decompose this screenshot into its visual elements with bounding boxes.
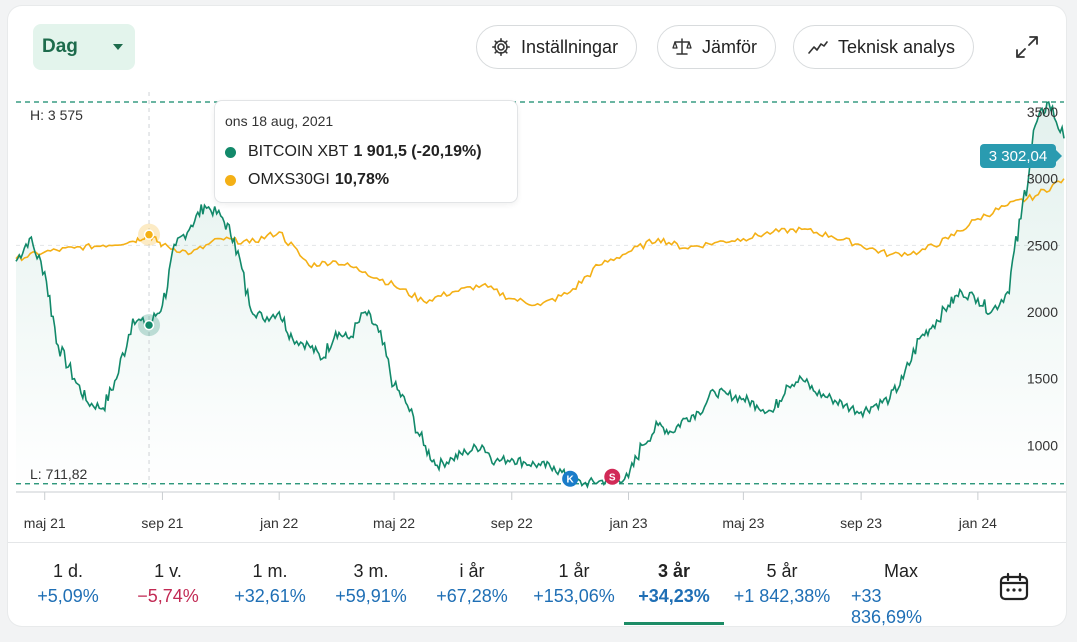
last-price-badge: 3 302,04 xyxy=(980,144,1062,168)
gear-icon xyxy=(492,38,510,56)
chevron-down-icon xyxy=(113,44,123,50)
period-change: +67,28% xyxy=(436,586,508,606)
period-label: 1 v. xyxy=(154,561,182,581)
tooltip-omxs30gi-name: OMXS30GI xyxy=(248,171,330,188)
calendar-icon[interactable] xyxy=(998,571,1030,603)
period-5y[interactable]: 5 år +1 842,38% xyxy=(732,543,832,625)
settings-button[interactable]: Inställningar xyxy=(476,25,638,69)
period-change: +32,61% xyxy=(234,586,306,606)
period-label: 3 år xyxy=(657,561,691,581)
tooltip-date: ons 18 aug, 2021 xyxy=(225,113,334,129)
y-tick-label: 2000 xyxy=(1027,304,1058,320)
x-axis: maj 21 sep 21 jan 22 maj 22 sep 22 jan 23 maj … xyxy=(24,492,997,531)
x-tick-label: sep 21 xyxy=(141,515,183,531)
legend-dot-omxs30gi xyxy=(225,174,236,186)
compare-button[interactable]: Jämför xyxy=(657,25,777,69)
period-label: 1 år xyxy=(558,561,590,581)
period-selector: 1 d. +5,09% 1 v. −5,74% 1 m. +32,61% 3 m… xyxy=(8,542,1066,626)
scale-icon xyxy=(672,38,692,55)
interval-dropdown-label: Dag xyxy=(42,36,78,57)
x-tick-label: jan 24 xyxy=(958,515,997,531)
series-line-omxs30gi xyxy=(15,178,1065,307)
marker-s[interactable]: S xyxy=(604,468,621,485)
y-tick-label: 3000 xyxy=(1027,171,1058,187)
compare-label: Jämför xyxy=(702,36,758,57)
period-1d[interactable]: 1 d. +5,09% xyxy=(18,543,118,625)
technical-analysis-label: Teknisk analys xyxy=(838,36,956,57)
period-change: +1 842,38% xyxy=(733,586,831,606)
tooltip-omxs30gi-value: 10,78% xyxy=(334,171,390,188)
bitcoin-area xyxy=(16,102,1064,492)
period-change: +59,91% xyxy=(335,586,407,606)
period-label: i år xyxy=(459,561,485,581)
period-change: +153,06% xyxy=(533,586,615,606)
period-3m[interactable]: 3 m. +59,91% xyxy=(321,543,421,625)
y-axis: 1000 1500 2000 2500 3000 3500 xyxy=(1027,104,1058,453)
chart-card: Dag Inställningar Jämför Teknisk analys xyxy=(8,6,1066,626)
period-change: +5,09% xyxy=(37,586,99,606)
x-tick-label: maj 21 xyxy=(24,515,66,531)
period-change: +34,23% xyxy=(638,586,710,606)
technical-analysis-button[interactable]: Teknisk analys xyxy=(793,25,975,69)
legend-dot-bitcoin xyxy=(225,146,236,158)
low-label: L: 711,82 xyxy=(30,466,88,482)
y-tick-label: 1000 xyxy=(1027,437,1058,453)
x-tick-label: jan 22 xyxy=(259,515,298,531)
price-chart[interactable]: H: 3 575 L: 711,82 1000 1500 2000 2500 3000 3… xyxy=(8,6,1066,542)
period-change: +33 836,69% xyxy=(851,586,923,626)
hover-points xyxy=(138,223,161,337)
y-tick-label: 1500 xyxy=(1027,371,1058,387)
interval-dropdown[interactable]: Dag xyxy=(33,24,135,70)
x-tick-label: maj 22 xyxy=(373,515,415,531)
period-label: 1 m. xyxy=(252,561,288,581)
period-label: Max xyxy=(883,561,918,581)
y-tick-label: 3500 xyxy=(1027,104,1058,120)
x-tick-label: sep 23 xyxy=(840,515,882,531)
tooltip-bitcoin-name: BITCOIN XBT xyxy=(248,143,349,160)
tooltip-row-bitcoin: BITCOIN XBT 1 901,5 (-20,19%) xyxy=(225,138,517,166)
period-max[interactable]: Max +33 836,69% xyxy=(851,543,951,626)
x-tick-label: maj 23 xyxy=(722,515,764,531)
period-3y[interactable]: 3 år +34,23% xyxy=(624,543,724,625)
y-tick-label: 2500 xyxy=(1027,237,1058,253)
expand-icon[interactable] xyxy=(1014,34,1040,60)
settings-label: Inställningar xyxy=(521,36,619,57)
series-line-bitcoin xyxy=(15,100,1065,489)
marker-k[interactable]: K xyxy=(562,470,579,487)
period-change: −5,74% xyxy=(137,586,199,606)
period-1w[interactable]: 1 v. −5,74% xyxy=(118,543,218,625)
tooltip-row-omxs30gi: OMXS30GI 10,78% xyxy=(225,166,517,194)
hover-point-bitcoin xyxy=(138,314,161,337)
x-tick-label: sep 22 xyxy=(491,515,533,531)
marker-s-label: S xyxy=(609,472,616,483)
hover-point-omxs30gi xyxy=(138,223,161,246)
chart-tooltip: ons 18 aug, 2021 BITCOIN XBT 1 901,5 (-2… xyxy=(214,100,518,203)
trend-line-icon xyxy=(808,41,828,54)
tooltip-bitcoin-value: 1 901,5 (-20,19%) xyxy=(353,143,482,160)
period-ytd[interactable]: i år +67,28% xyxy=(422,543,522,625)
period-1m[interactable]: 1 m. +32,61% xyxy=(220,543,320,625)
period-label: 5 år xyxy=(766,561,798,581)
period-label: 3 m. xyxy=(353,561,389,581)
period-1y[interactable]: 1 år +153,06% xyxy=(524,543,624,625)
x-tick-label: jan 23 xyxy=(608,515,647,531)
high-label: H: 3 575 xyxy=(30,107,83,123)
marker-k-label: K xyxy=(567,474,575,485)
marker-s-circle xyxy=(604,468,621,485)
marker-k-circle xyxy=(562,470,579,487)
period-label: 1 d. xyxy=(52,561,84,581)
